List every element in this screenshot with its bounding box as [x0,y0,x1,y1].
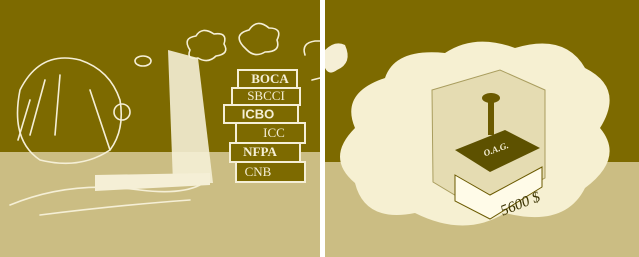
book-label: ICBO [242,106,275,121]
stand [488,100,494,135]
right-panel: O.A.G. 5600 $ [325,0,639,257]
book-label: NFPA [243,144,277,159]
page: BOCA SBCCI ICBO ICC NFPA CNB O.A.G. 5600… [0,0,639,257]
book-label: BOCA [251,71,289,86]
book-label: CNB [245,164,272,179]
book-label: SBCCI [247,88,285,103]
knob [482,93,500,103]
book-label: ICC [263,125,285,140]
left-panel: BOCA SBCCI ICBO ICC NFPA CNB [0,0,320,257]
illustration: BOCA SBCCI ICBO ICC NFPA CNB O.A.G. 5600… [0,0,639,257]
divider [320,0,325,257]
